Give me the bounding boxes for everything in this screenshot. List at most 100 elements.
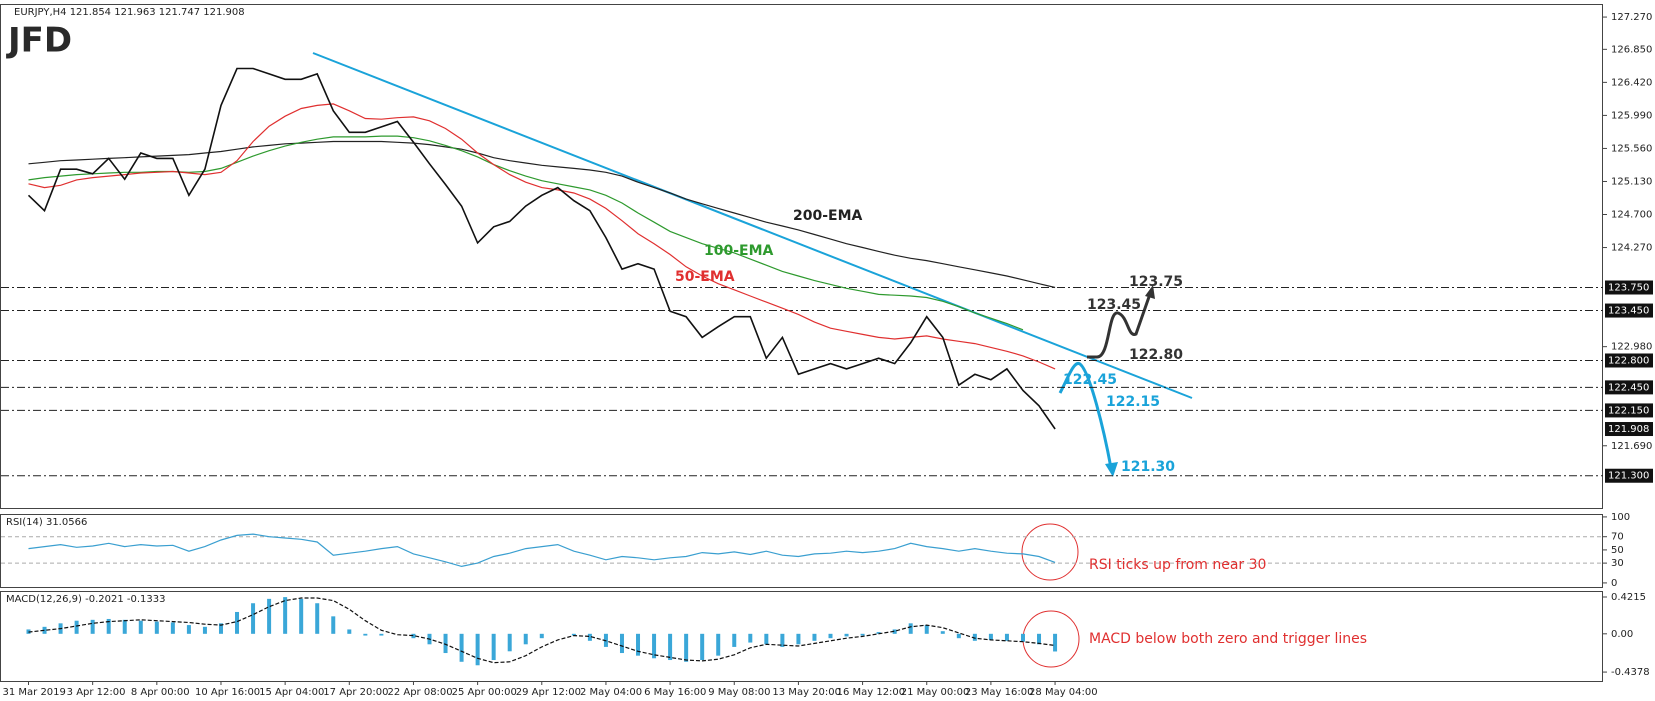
bear-scenario — [1058, 361, 1113, 469]
histogram-bar — [299, 598, 304, 634]
histogram-bar — [812, 633, 817, 641]
histogram-bar — [379, 633, 384, 636]
x-tick-label: 2 May 04:00 — [580, 687, 642, 698]
histogram-bar — [347, 629, 352, 634]
price-line — [27, 67, 1056, 430]
histogram-bar — [652, 633, 657, 659]
y-tick-label: 126.850 — [1611, 44, 1652, 55]
signal-line — [28, 597, 1056, 664]
histogram-bar — [684, 633, 689, 662]
level-note: 121.30 — [1121, 459, 1175, 475]
y-tick-label: 0.4215 — [1611, 592, 1646, 603]
histogram-bar — [202, 626, 207, 634]
histogram-bar — [972, 633, 977, 641]
histogram-bar — [475, 633, 480, 666]
x-tick-label: 3 Apr 12:00 — [67, 687, 126, 698]
level-note: 122.15 — [1106, 394, 1160, 410]
x-tick-label: 10 Apr 16:00 — [195, 687, 260, 698]
level-note: 123.75 — [1129, 274, 1183, 290]
histogram-bar — [908, 623, 913, 634]
histogram-bar — [924, 625, 929, 634]
level-note: 123.45 — [1087, 297, 1141, 313]
y-tick-label: 122.980 — [1611, 342, 1652, 353]
histogram-bar — [892, 629, 897, 634]
ema-line — [28, 103, 1056, 370]
logo: JFD — [6, 21, 72, 61]
chart-title: EURJPY,H4 121.854 121.963 121.747 121.90… — [14, 7, 245, 18]
histogram-bar — [876, 632, 881, 634]
rsi-line — [28, 533, 1056, 568]
histogram-bar — [539, 633, 544, 639]
macd-title: MACD(12,26,9) -0.2021 -0.1333 — [6, 594, 166, 605]
histogram-bar — [331, 616, 336, 634]
histogram-bar — [1037, 633, 1042, 645]
last-price-label: 121.908 — [1608, 424, 1649, 435]
histogram-bar — [106, 618, 111, 634]
histogram-bar — [443, 633, 448, 654]
histogram-bar — [507, 633, 512, 652]
x-tick-label: 17 Apr 20:00 — [323, 687, 388, 698]
histogram-bar — [587, 633, 592, 641]
histogram-bar — [940, 631, 945, 634]
main-frame — [0, 4, 1603, 509]
histogram-bar — [491, 633, 496, 661]
histogram-bar — [315, 603, 320, 634]
x-tick-label: 21 May 00:00 — [901, 687, 970, 698]
histogram-bar — [267, 598, 272, 634]
ema-label: 100-EMA — [704, 243, 774, 259]
x-tick-label: 23 May 16:00 — [965, 687, 1034, 698]
rsi-circle — [1021, 523, 1079, 581]
y-tick-label: 100 — [1611, 512, 1630, 523]
bear-arrow — [1105, 462, 1118, 477]
x-tick-label: 29 Apr 12:00 — [516, 687, 581, 698]
level-label: 123.750 — [1608, 283, 1649, 294]
y-tick-label: 0.00 — [1611, 629, 1633, 640]
histogram-bar — [844, 633, 849, 637]
macd-circle — [1022, 610, 1080, 668]
y-tick-label: 124.700 — [1611, 210, 1652, 221]
histogram-bar — [235, 611, 240, 634]
y-tick-label: 125.560 — [1611, 143, 1652, 154]
histogram-bar — [363, 633, 368, 636]
histogram-bar — [571, 633, 576, 636]
last-price-box — [1605, 422, 1653, 437]
ema-line — [28, 140, 1056, 289]
bull-arrow — [1145, 285, 1155, 299]
annotation: RSI ticks up from near 30 — [1089, 557, 1266, 573]
y-tick-label: 30 — [1611, 558, 1624, 569]
x-tick-label: 9 May 08:00 — [708, 687, 770, 698]
y-tick-label: 50 — [1611, 545, 1624, 556]
histogram-bar — [956, 633, 961, 639]
level-label: 122.800 — [1608, 355, 1649, 366]
x-tick-label: 16 May 12:00 — [837, 687, 906, 698]
histogram-bar — [748, 633, 753, 643]
histogram-bar — [170, 622, 175, 634]
y-tick-label: 125.990 — [1611, 110, 1652, 121]
level-label: 123.450 — [1608, 306, 1649, 317]
bull-scenario — [1087, 293, 1152, 359]
histogram-bar — [1004, 633, 1009, 641]
histogram-bar — [154, 621, 159, 634]
trend-line — [312, 52, 1193, 399]
x-tick-label: 8 Apr 00:00 — [131, 687, 190, 698]
level-note: 122.45 — [1063, 372, 1117, 388]
y-tick-label: 70 — [1611, 532, 1624, 543]
histogram-bar — [764, 633, 769, 645]
y-tick-label: 126.420 — [1611, 77, 1652, 88]
histogram-bar — [122, 619, 127, 634]
histogram-bar — [860, 633, 865, 636]
level-box — [1605, 468, 1653, 483]
x-tick-label: 31 Mar 2019 — [3, 687, 66, 698]
level-box — [1605, 303, 1653, 318]
histogram-bar — [700, 633, 705, 661]
level-label: 122.450 — [1608, 382, 1649, 393]
histogram-bar — [90, 619, 95, 634]
histogram-bar — [42, 626, 47, 634]
histogram-bar — [1053, 633, 1058, 652]
level-label: 121.300 — [1608, 471, 1649, 482]
y-tick-label: 124.270 — [1611, 243, 1652, 254]
level-box — [1605, 380, 1653, 395]
histogram-bar — [732, 633, 737, 647]
